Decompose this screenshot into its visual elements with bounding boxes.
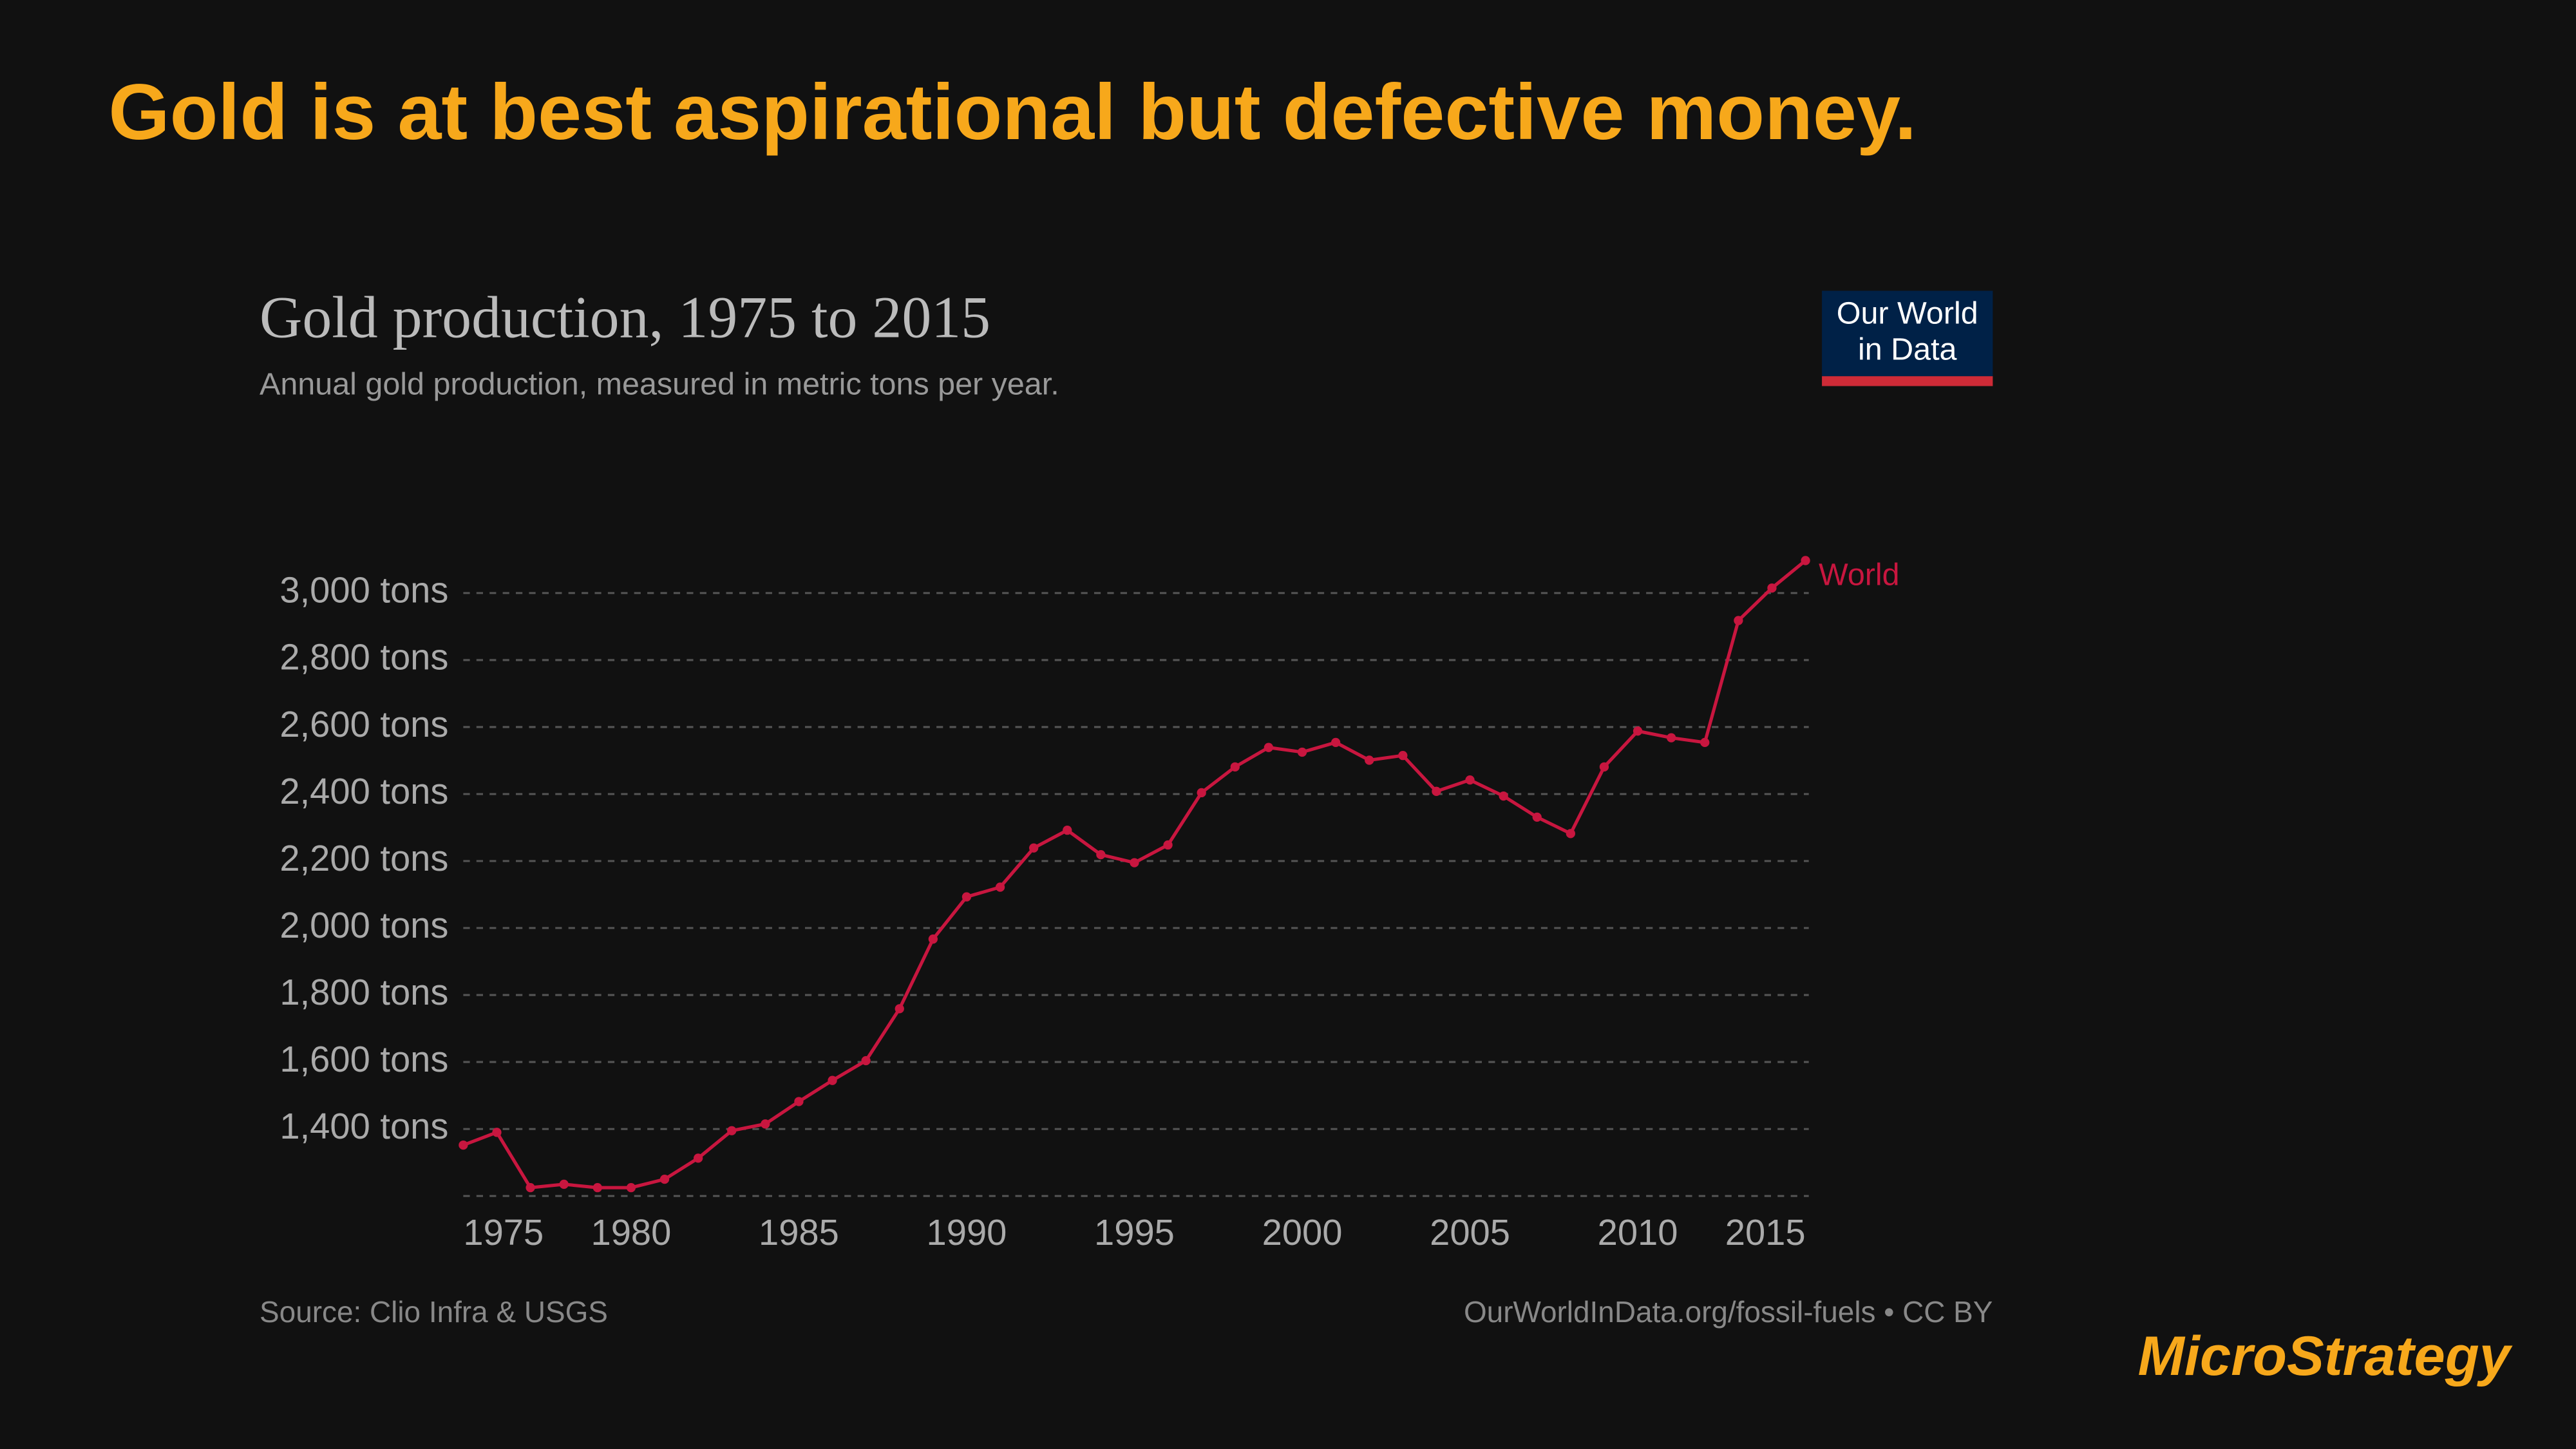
point — [928, 934, 938, 944]
point — [828, 1075, 837, 1085]
y-tick-label: 1,600 tons — [279, 1039, 448, 1079]
point — [1801, 556, 1810, 565]
point — [526, 1182, 535, 1193]
point — [1566, 829, 1575, 838]
logo-text: Our World — [1837, 296, 1978, 331]
point — [659, 1174, 670, 1184]
y-tick-label: 2,000 tons — [279, 905, 448, 945]
point — [1432, 786, 1441, 796]
point — [794, 1097, 804, 1106]
point — [1365, 755, 1374, 765]
point — [1499, 791, 1508, 801]
point — [1297, 747, 1307, 757]
point — [761, 1119, 770, 1129]
chart-title: Gold production, 1975 to 2015 — [260, 285, 990, 350]
y-tick-label: 2,800 tons — [279, 637, 448, 677]
point — [1130, 858, 1139, 867]
point — [1532, 812, 1542, 822]
point — [895, 1004, 904, 1014]
logo-box — [1822, 290, 1993, 377]
x-tick-label: 2015 — [1725, 1212, 1806, 1253]
point — [459, 1140, 468, 1150]
point — [727, 1126, 737, 1135]
y-tick-label: 2,400 tons — [279, 771, 448, 811]
y-tick-label: 3,000 tons — [279, 570, 448, 611]
point — [559, 1179, 569, 1189]
point — [1029, 843, 1039, 853]
brand-logo: MicroStrategy — [2138, 1325, 2513, 1387]
point — [1599, 762, 1609, 772]
point — [961, 892, 972, 902]
x-tick-label: 2010 — [1598, 1212, 1678, 1253]
y-tick-label: 2,600 tons — [279, 704, 448, 744]
point — [1063, 826, 1072, 835]
point — [492, 1128, 502, 1137]
point — [1734, 616, 1743, 625]
x-tick-label: 1985 — [759, 1212, 839, 1253]
point — [1398, 751, 1408, 761]
point — [1264, 743, 1274, 752]
point — [1163, 840, 1173, 850]
point — [1197, 788, 1206, 798]
point — [1230, 762, 1240, 772]
point — [1331, 737, 1341, 748]
x-tick-label: 1990 — [927, 1212, 1007, 1253]
logo-text: in Data — [1858, 332, 1957, 367]
point — [626, 1182, 636, 1193]
x-tick-label: 2000 — [1262, 1212, 1343, 1253]
point — [1700, 737, 1710, 748]
x-tick-label: 1975 — [463, 1212, 544, 1253]
source: Source: Clio Infra & USGS — [260, 1295, 608, 1329]
point — [1767, 583, 1777, 593]
point — [693, 1153, 703, 1163]
point — [995, 882, 1005, 892]
x-tick-label: 1980 — [591, 1212, 671, 1253]
chart-subtitle: Annual gold production, measured in metr… — [260, 366, 1059, 401]
credit: OurWorldInData.org/fossil-fuels • CC BY — [1464, 1295, 1993, 1329]
x-tick-label: 1995 — [1094, 1212, 1175, 1253]
point — [1096, 849, 1106, 860]
y-tick-label: 2,200 tons — [279, 838, 448, 878]
y-tick-label: 1,400 tons — [279, 1106, 448, 1146]
slide-title: Gold is at best aspirational but defecti… — [108, 68, 1917, 156]
point — [1633, 726, 1643, 736]
legend-label: World — [1819, 558, 1900, 592]
point — [1667, 733, 1676, 743]
x-tick-label: 2005 — [1430, 1212, 1510, 1253]
point — [592, 1182, 602, 1193]
point — [1465, 775, 1475, 785]
y-tick-label: 1,800 tons — [279, 972, 448, 1012]
logo-bar — [1822, 376, 1993, 386]
point — [861, 1056, 871, 1066]
